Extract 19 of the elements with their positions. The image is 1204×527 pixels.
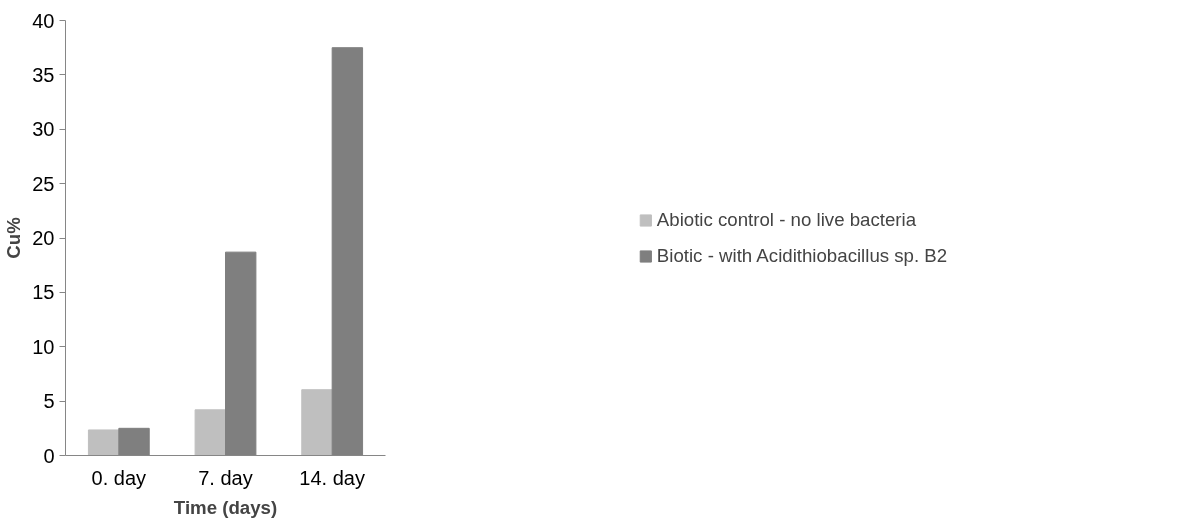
y-tick-label: 0 [43,444,55,467]
y-tick-label: 40 [32,9,55,32]
y-tick-label: 10 [32,335,55,358]
legend-label: Biotic - with Acidithiobacillus sp. B2 [656,244,948,267]
x-tick-label: 0. day [91,466,147,489]
y-axis-title: Cu% [3,216,25,259]
y-tick-label: 30 [32,118,55,141]
x-tick-label: 7. day [198,466,253,489]
y-tick-label: 35 [32,63,55,86]
y-tick-label: 25 [32,172,55,195]
legend-label: Abiotic control - no live bacteria [656,208,917,231]
x-tick-label: 14. day [299,466,365,489]
bar [194,409,226,456]
y-tick-label: 5 [43,390,55,413]
y-tick-label: 15 [32,281,55,304]
y-tick-label: 20 [32,227,55,249]
bar [301,389,333,456]
x-axis-title: Time (days) [173,496,278,518]
bar [87,429,120,456]
